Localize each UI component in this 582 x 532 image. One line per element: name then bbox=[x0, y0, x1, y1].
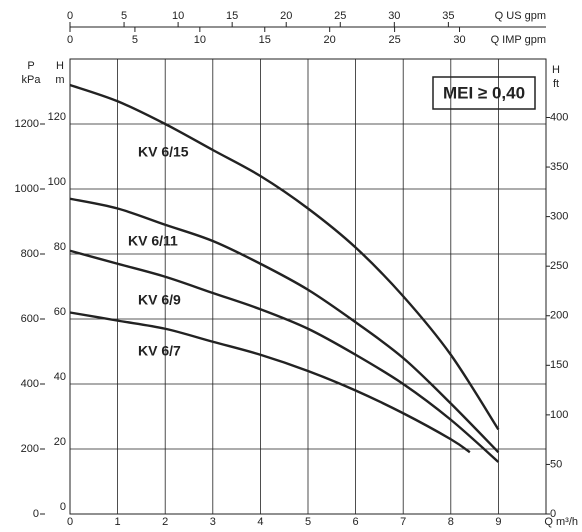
us-gpm-tick-label: 35 bbox=[442, 10, 454, 22]
x-tick-label: 8 bbox=[448, 516, 454, 528]
us-gpm-tick-label: 20 bbox=[280, 10, 292, 22]
y-tick-label: 100 bbox=[48, 176, 66, 188]
x-tick-label: 7 bbox=[400, 516, 406, 528]
y-tick-label: 20 bbox=[54, 436, 66, 448]
ft-tick-label: 0 bbox=[550, 508, 556, 520]
curve-label: KV 6/7 bbox=[138, 343, 181, 359]
p-tick-label: 1200 bbox=[15, 118, 39, 130]
imp-gpm-tick-label: 30 bbox=[453, 34, 465, 46]
imp-gpm-tick-label: 20 bbox=[324, 34, 336, 46]
ft-tick-label: 100 bbox=[550, 409, 568, 421]
y-tick-label: 60 bbox=[54, 306, 66, 318]
us-gpm-tick-label: 5 bbox=[121, 10, 127, 22]
ft-tick-label: 400 bbox=[550, 111, 568, 123]
ft-tick-label: 350 bbox=[550, 161, 568, 173]
y-tick-label: 120 bbox=[48, 111, 66, 123]
mei-annotation: MEI ≥ 0,40 bbox=[443, 83, 525, 102]
pump-curve bbox=[69, 311, 471, 454]
ft-tick-label: 300 bbox=[550, 211, 568, 223]
ft-axis-symbol: H bbox=[552, 64, 560, 76]
p-tick-label: 800 bbox=[21, 248, 39, 260]
x-tick-label: 9 bbox=[495, 516, 501, 528]
x-tick-label: 5 bbox=[305, 516, 311, 528]
ft-tick-label: 50 bbox=[550, 458, 562, 470]
mei-box bbox=[432, 76, 536, 110]
us-gpm-label: Q US gpm bbox=[495, 10, 546, 22]
x-tick-label: 1 bbox=[115, 516, 121, 528]
imp-gpm-tick-label: 5 bbox=[132, 34, 138, 46]
pump-curve bbox=[69, 83, 500, 431]
ft-tick-label: 200 bbox=[550, 310, 568, 322]
y-tick-label: 40 bbox=[54, 371, 66, 383]
p-tick-label: 200 bbox=[21, 443, 39, 455]
h-axis-symbol: H bbox=[56, 60, 64, 72]
imp-gpm-tick-label: 25 bbox=[388, 34, 400, 46]
curve-label: KV 6/15 bbox=[138, 144, 189, 160]
us-gpm-tick-label: 25 bbox=[334, 10, 346, 22]
imp-gpm-tick-label: 15 bbox=[259, 34, 271, 46]
us-gpm-tick-label: 0 bbox=[67, 10, 73, 22]
x-tick-label: 2 bbox=[162, 516, 168, 528]
us-gpm-tick-label: 15 bbox=[226, 10, 238, 22]
pump-curve bbox=[69, 249, 500, 463]
p-axis-unit: kPa bbox=[22, 74, 42, 86]
p-tick-label: 600 bbox=[21, 313, 39, 325]
ft-axis-unit: ft bbox=[553, 78, 559, 90]
y-tick-label: 80 bbox=[54, 241, 66, 253]
imp-gpm-tick-label: 10 bbox=[194, 34, 206, 46]
curve-label: KV 6/9 bbox=[138, 292, 181, 308]
us-gpm-tick-label: 30 bbox=[388, 10, 400, 22]
x-tick-label: 0 bbox=[67, 516, 73, 528]
p-axis-symbol: P bbox=[27, 60, 34, 72]
x-tick-label: 4 bbox=[257, 516, 263, 528]
us-gpm-tick-label: 10 bbox=[172, 10, 184, 22]
x-axis-label: Q m³/h bbox=[544, 516, 578, 528]
curve-label: KV 6/11 bbox=[128, 233, 178, 249]
p-tick-label: 0 bbox=[33, 508, 39, 520]
imp-gpm-tick-label: 0 bbox=[67, 34, 73, 46]
x-tick-label: 3 bbox=[210, 516, 216, 528]
h-axis-unit: m bbox=[55, 74, 64, 86]
p-tick-label: 400 bbox=[21, 378, 39, 390]
y-tick-label: 0 bbox=[60, 501, 66, 513]
p-tick-label: 1000 bbox=[15, 183, 39, 195]
ft-tick-label: 150 bbox=[550, 359, 568, 371]
ft-tick-label: 250 bbox=[550, 260, 568, 272]
pump-curve bbox=[69, 197, 500, 454]
imp-gpm-label: Q IMP gpm bbox=[491, 34, 546, 46]
x-tick-label: 6 bbox=[353, 516, 359, 528]
